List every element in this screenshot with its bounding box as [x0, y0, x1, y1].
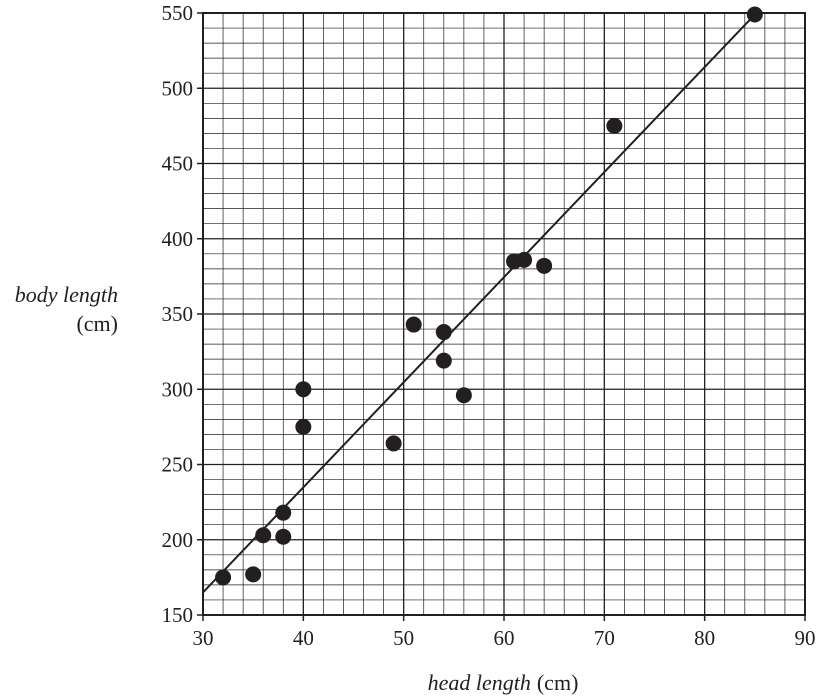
- data-point: [455, 387, 472, 404]
- data-point: [516, 251, 533, 268]
- y-tick-label: 450: [162, 152, 194, 176]
- data-point: [215, 569, 232, 586]
- x-tick-label: 80: [694, 626, 715, 650]
- y-tick-label: 400: [162, 227, 194, 251]
- x-tick-labels: 30 40 50 60 70 80 90: [193, 615, 816, 650]
- y-tick-label: 500: [162, 76, 194, 100]
- data-points: [215, 6, 763, 586]
- data-point: [295, 381, 312, 398]
- y-tick-label: 150: [162, 603, 194, 627]
- data-point: [245, 566, 262, 583]
- data-point: [385, 435, 402, 452]
- x-axis-title-main: head length: [428, 670, 531, 695]
- data-point: [435, 352, 452, 369]
- y-tick-label: 200: [162, 528, 194, 552]
- trend-line: [202, 13, 756, 594]
- data-point: [255, 527, 272, 544]
- x-tick-label: 30: [193, 626, 214, 650]
- y-tick-label: 350: [162, 302, 194, 326]
- data-point: [536, 257, 553, 274]
- x-tick-label: 40: [293, 626, 314, 650]
- x-tick-label: 50: [393, 626, 414, 650]
- data-point: [606, 117, 623, 134]
- y-tick-labels: 150 200 250 300 350 400 450 500 550: [162, 1, 203, 627]
- x-tick-label: 70: [594, 626, 615, 650]
- data-point: [435, 324, 452, 341]
- data-point: [275, 504, 292, 521]
- x-axis-title: head length (cm): [428, 670, 579, 695]
- x-axis-title-unit: (cm): [537, 670, 579, 695]
- y-tick-label: 250: [162, 453, 194, 477]
- y-tick-label: 550: [162, 1, 194, 25]
- data-point: [295, 418, 312, 435]
- x-tick-label: 90: [795, 626, 816, 650]
- y-axis-unit: (cm): [76, 311, 118, 336]
- x-tick-label: 60: [494, 626, 515, 650]
- data-point: [275, 528, 292, 545]
- data-point: [405, 316, 422, 333]
- y-axis-title: body length: [15, 282, 118, 307]
- y-tick-label: 300: [162, 377, 194, 401]
- data-point: [746, 6, 763, 23]
